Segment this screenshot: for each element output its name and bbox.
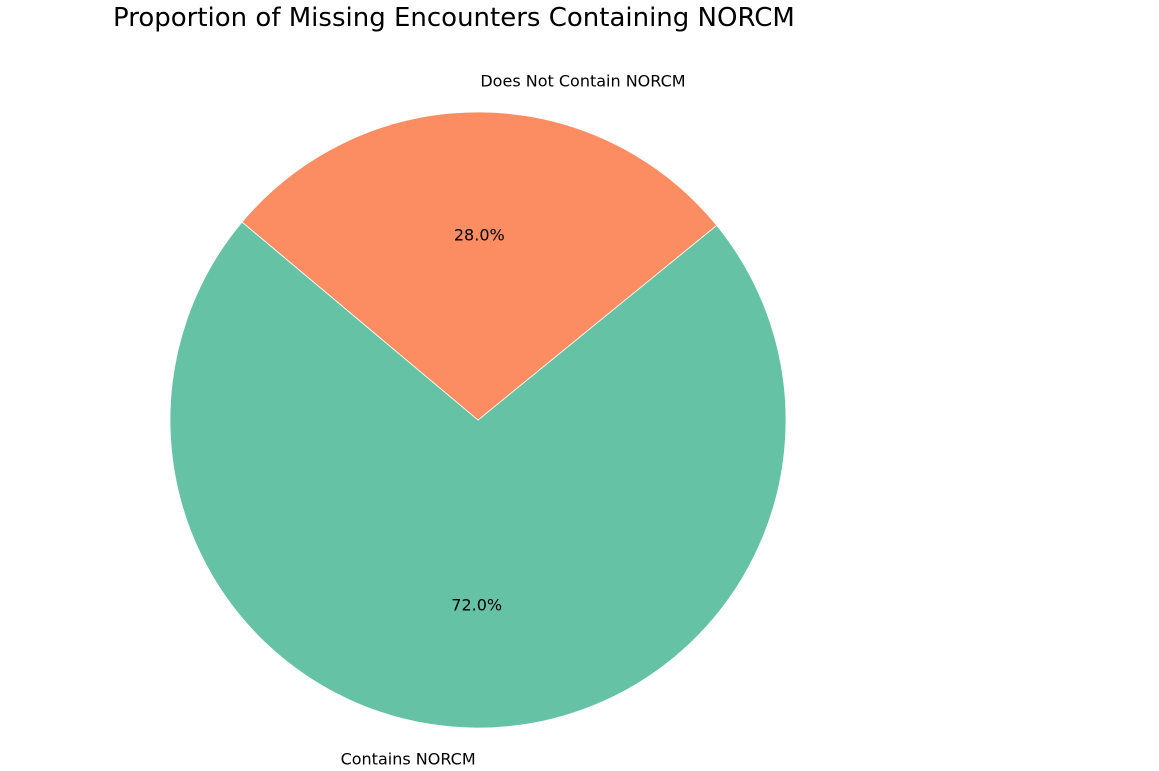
- pie-slice-contains-norcm: [169, 221, 787, 729]
- slice-percent-does-not-contain-norcm: 28.0%: [454, 226, 505, 245]
- pie-labels: Contains NORCM 72.0% Does Not Contain NORC…: [341, 72, 686, 769]
- pie-slices: [169, 111, 787, 729]
- slice-percent-contains-norcm: 72.0%: [451, 595, 502, 614]
- pie-slice-does-not-contain-norcm: [241, 111, 718, 421]
- chart-title: Proportion of Missing Encounters Contain…: [113, 3, 795, 33]
- slice-label-contains-norcm: Contains NORCM: [341, 749, 476, 768]
- slice-label-does-not-contain-norcm: Does Not Contain NORCM: [480, 72, 685, 91]
